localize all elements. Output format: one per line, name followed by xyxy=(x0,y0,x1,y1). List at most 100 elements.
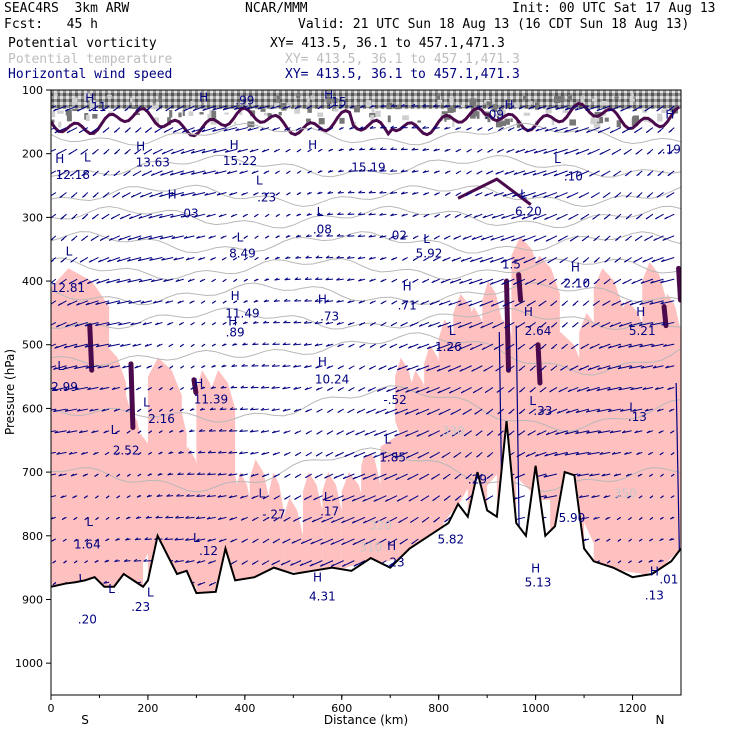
wind-arrowhead xyxy=(346,255,351,259)
wind-arrowhead xyxy=(448,302,452,306)
wind-arrowhead xyxy=(646,151,651,155)
wind-arrowhead xyxy=(102,194,107,198)
wind-arrowhead xyxy=(113,130,118,133)
strat-grey-speck xyxy=(661,109,667,113)
wind-arrowhead xyxy=(667,387,671,391)
wind-arrowhead xyxy=(158,409,163,412)
wind-arrowhead xyxy=(373,498,378,502)
wind-arrowhead xyxy=(208,561,212,564)
hl-label: .01 xyxy=(659,573,678,587)
wind-arrowhead xyxy=(234,107,238,110)
hl-label: 10.24 xyxy=(315,373,349,387)
wind-arrowhead xyxy=(196,494,200,497)
wind-arrowhead xyxy=(73,345,78,348)
wind-arrowhead xyxy=(52,582,57,586)
hl-label: .11 xyxy=(87,100,106,114)
strat-grey-speck xyxy=(633,115,639,121)
wind-arrowhead xyxy=(305,255,309,259)
wind-arrowhead xyxy=(504,325,508,329)
wind-arrowhead xyxy=(657,173,662,177)
wind-arrowhead xyxy=(239,451,243,455)
wind-arrowhead xyxy=(242,321,247,325)
wind-arrowhead xyxy=(179,408,184,412)
pv-fill-region xyxy=(593,268,623,573)
wind-arrowhead xyxy=(344,454,348,458)
wind-arrowhead xyxy=(261,452,265,456)
wind-arrowhead xyxy=(380,125,384,129)
wind-arrowhead xyxy=(390,104,395,107)
hl-label: .09 xyxy=(485,108,504,122)
wind-arrowhead xyxy=(649,474,653,477)
wind-arrowhead xyxy=(545,432,550,436)
wind-arrowhead xyxy=(593,516,597,520)
wind-arrowhead xyxy=(230,385,235,389)
wind-arrowhead xyxy=(138,279,143,283)
wind-vector xyxy=(596,386,611,392)
wind-arrowhead xyxy=(88,259,93,263)
wind-arrowhead xyxy=(187,279,192,283)
wind-arrowhead xyxy=(596,108,601,112)
wind-arrowhead xyxy=(191,171,195,175)
strat-grey-speck xyxy=(51,110,56,118)
wind-vector xyxy=(325,278,334,281)
wind-vector xyxy=(512,192,526,198)
wind-arrowhead xyxy=(239,495,244,499)
wind-arrowhead xyxy=(253,192,257,196)
wind-arrowhead xyxy=(348,169,352,172)
wind-arrowhead xyxy=(620,108,624,112)
wind-arrowhead xyxy=(95,517,99,521)
wind-arrowhead xyxy=(295,255,299,259)
wind-arrowhead xyxy=(90,130,95,134)
wind-arrowhead xyxy=(93,452,97,456)
wind-arrowhead xyxy=(555,107,560,110)
strat-grey-speck xyxy=(132,106,137,109)
wind-vector xyxy=(565,430,579,435)
wind-arrowhead xyxy=(495,368,499,372)
wind-arrowhead xyxy=(379,190,383,194)
wind-arrowhead xyxy=(189,300,193,304)
hl-label: L xyxy=(317,205,324,219)
wind-vector xyxy=(51,451,56,454)
wind-vector xyxy=(543,495,558,499)
wind-vector xyxy=(258,105,270,110)
hl-label: L xyxy=(520,187,527,201)
wind-arrowhead xyxy=(291,540,296,544)
wind-arrowhead xyxy=(348,388,352,392)
wind-arrowhead xyxy=(416,368,420,371)
hl-label: 6.20 xyxy=(515,204,542,218)
wind-arrowhead xyxy=(60,495,64,499)
wind-arrowhead xyxy=(154,322,159,326)
wind-arrowhead xyxy=(450,412,454,416)
wind-arrowhead xyxy=(639,302,643,306)
wind-arrowhead xyxy=(163,130,168,133)
wind-arrowhead xyxy=(480,237,485,241)
wind-arrowhead xyxy=(273,474,277,478)
wind-vector xyxy=(222,105,238,111)
wind-arrowhead xyxy=(368,256,373,260)
wind-arrowhead xyxy=(327,388,331,391)
wind-arrowhead xyxy=(355,432,359,436)
wind-arrowhead xyxy=(400,125,405,129)
wind-arrowhead xyxy=(330,542,335,545)
wind-vector xyxy=(96,343,110,348)
wind-arrowhead xyxy=(364,432,369,436)
wind-arrowhead xyxy=(315,365,319,369)
high-pv-contour xyxy=(516,272,524,303)
wind-arrowhead xyxy=(581,324,586,328)
wind-arrowhead xyxy=(475,433,480,437)
wind-arrowhead xyxy=(587,367,592,371)
wind-arrowhead xyxy=(575,452,580,456)
wind-arrowhead xyxy=(85,302,90,306)
wind-arrowhead xyxy=(416,433,420,437)
wind-arrowhead xyxy=(305,431,310,435)
wind-arrowhead xyxy=(316,233,320,237)
strat-grey-band xyxy=(51,90,681,110)
wind-arrowhead xyxy=(375,410,379,414)
wind-arrowhead xyxy=(261,562,266,566)
wind-arrowhead xyxy=(462,236,467,240)
wind-arrowhead xyxy=(274,277,278,281)
high-pv-contour xyxy=(191,377,199,395)
wind-arrowhead xyxy=(202,108,206,111)
strat-grey-speck xyxy=(339,117,345,124)
wind-arrowhead xyxy=(303,320,308,324)
